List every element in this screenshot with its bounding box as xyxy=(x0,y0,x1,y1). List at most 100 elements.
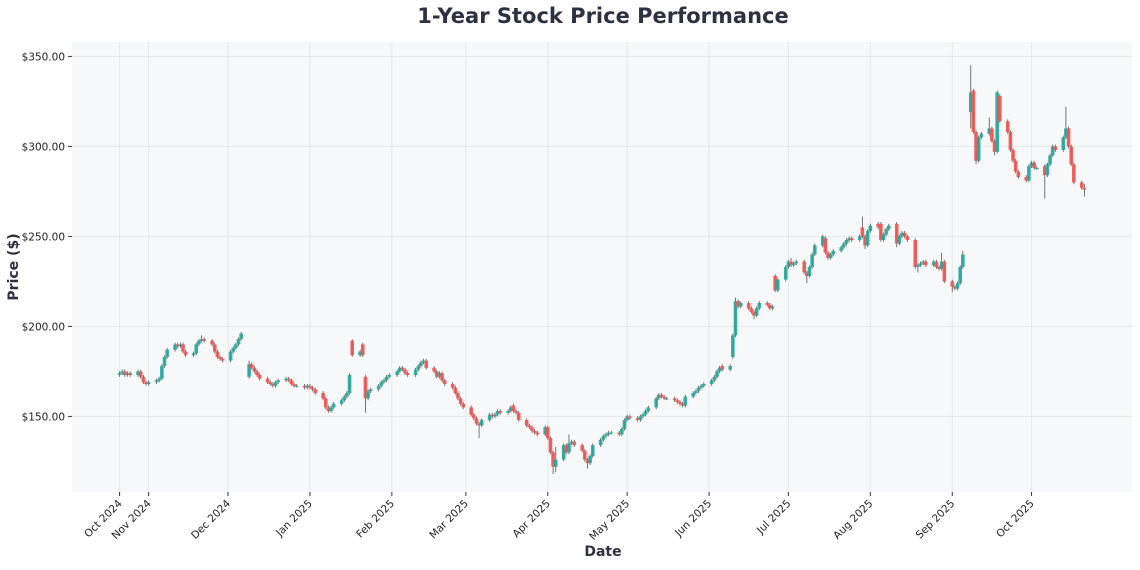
candle-body xyxy=(701,384,706,386)
candle-body xyxy=(810,254,814,267)
candle-up xyxy=(117,371,122,377)
candle-up xyxy=(345,391,349,399)
candle-body xyxy=(990,128,994,141)
candle-body xyxy=(456,393,460,399)
candle-body xyxy=(400,367,405,370)
candle-down xyxy=(863,234,867,249)
candle-body xyxy=(405,373,410,375)
candle-up xyxy=(160,364,164,381)
candle-body xyxy=(199,339,204,341)
candle-down xyxy=(456,391,460,401)
candle-up xyxy=(437,371,442,379)
candle-up xyxy=(958,265,962,285)
candle-up xyxy=(839,245,844,253)
candle-down xyxy=(249,362,254,370)
candle-body xyxy=(175,344,180,347)
candle-body xyxy=(720,366,725,370)
candle-down xyxy=(434,369,439,379)
candle-body xyxy=(606,432,611,435)
candle-up xyxy=(812,243,817,257)
candle-up xyxy=(646,405,651,413)
candle-down xyxy=(128,371,132,377)
candle-body xyxy=(342,396,347,401)
candle-up xyxy=(347,373,352,395)
x-tick-label: Aug 2025 xyxy=(831,498,875,542)
candle-down xyxy=(310,385,315,392)
candle-down xyxy=(678,400,682,406)
y-tick-label: $250.00 xyxy=(22,231,65,243)
candle-down xyxy=(286,376,291,383)
candle-down xyxy=(1053,144,1058,152)
candle-up xyxy=(305,384,310,390)
candle-body xyxy=(527,425,532,428)
candle-up xyxy=(757,301,762,311)
candle-body xyxy=(157,378,162,381)
candle-down xyxy=(477,421,481,438)
candle-down xyxy=(564,443,569,455)
candle-up xyxy=(154,378,159,384)
candle-up xyxy=(136,369,140,377)
candle-body xyxy=(897,236,902,244)
candle-body xyxy=(310,387,315,390)
candle-down xyxy=(894,222,899,248)
candle-body xyxy=(493,414,497,417)
candle-body xyxy=(218,357,222,359)
candle-up xyxy=(733,297,738,338)
candle-body xyxy=(968,92,973,113)
candle-body xyxy=(553,459,558,467)
candle-body xyxy=(160,366,164,379)
candle-up xyxy=(395,369,399,377)
candle-up xyxy=(916,263,920,273)
candle-down xyxy=(546,425,550,440)
candle-down xyxy=(823,236,828,255)
candle-body xyxy=(434,371,439,377)
candle-body xyxy=(471,414,476,419)
candle-body xyxy=(625,416,629,420)
candle-up xyxy=(622,418,627,431)
candle-body xyxy=(1064,128,1068,138)
candle-body xyxy=(754,308,759,316)
candle-down xyxy=(551,450,555,474)
candle-body xyxy=(879,223,883,240)
candle-up xyxy=(770,304,775,311)
candle-down xyxy=(403,367,407,375)
x-tick-label: Jul 2025 xyxy=(754,498,793,537)
candle-body xyxy=(509,407,513,411)
candle-body xyxy=(887,225,891,230)
candle-body xyxy=(683,396,688,406)
candle-body xyxy=(617,432,621,435)
candle-up xyxy=(979,132,984,140)
candle-down xyxy=(924,259,928,267)
candle-body xyxy=(477,423,481,426)
candle-body xyxy=(773,276,777,291)
candle-body xyxy=(572,441,577,446)
y-tick-label: $150.00 xyxy=(22,411,65,423)
candle-body xyxy=(757,303,762,309)
candle-body xyxy=(1013,160,1018,172)
candle-up xyxy=(868,223,873,233)
candle-body xyxy=(749,308,754,312)
candle-body xyxy=(1024,177,1029,181)
candle-down xyxy=(181,342,185,354)
candle-body xyxy=(913,240,918,267)
candle-down xyxy=(934,259,939,269)
candle-up xyxy=(961,250,965,269)
candle-up xyxy=(900,231,904,239)
candle-body xyxy=(450,384,455,388)
candle-down xyxy=(572,439,577,447)
candle-up xyxy=(157,376,162,383)
candle-body xyxy=(691,393,695,397)
candle-down xyxy=(215,349,220,359)
candle-up xyxy=(1029,160,1034,168)
candle-up xyxy=(342,394,347,402)
candle-body xyxy=(1035,168,1039,169)
y-tick-label: $350.00 xyxy=(22,51,65,63)
candle-up xyxy=(897,234,902,246)
candle-body xyxy=(490,414,495,417)
candle-up xyxy=(413,367,418,377)
candle-body xyxy=(162,357,167,366)
candle-body xyxy=(622,420,627,429)
candle-body xyxy=(165,349,169,357)
candle-up xyxy=(165,348,169,359)
candle-up xyxy=(643,409,648,417)
